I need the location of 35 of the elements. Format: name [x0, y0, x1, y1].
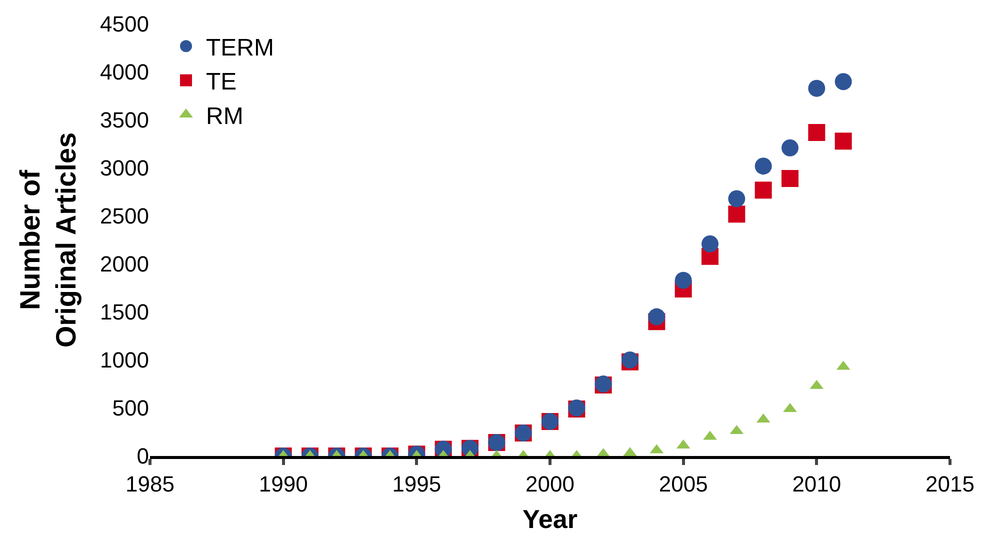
- x-tick-label: 1985: [126, 471, 174, 496]
- point: [782, 139, 798, 156]
- y-tick-label: 4000: [100, 60, 149, 85]
- x-tick-label: 2005: [658, 471, 708, 496]
- y-tick-label: 3500: [100, 108, 149, 133]
- y-tick-label: 0: [136, 444, 149, 469]
- point: [754, 158, 772, 175]
- x-tick-label: 2010: [792, 471, 842, 496]
- legend-label: TERM: [206, 34, 274, 62]
- y-axis-title: Number of Original Articles: [14, 132, 82, 348]
- point: [702, 235, 718, 252]
- point: [834, 73, 852, 90]
- y-tick-label: 1500: [100, 300, 149, 325]
- legend-label: TE: [206, 68, 237, 96]
- x-tick-label: 2015: [926, 471, 974, 496]
- x-axis-title: Year: [522, 504, 578, 534]
- point: [728, 206, 746, 223]
- point: [648, 308, 666, 326]
- y-tick-label: 4500: [100, 12, 149, 37]
- y-tick-label: 500: [112, 396, 149, 421]
- point: [782, 170, 798, 188]
- y-tick-label: 2000: [100, 252, 149, 277]
- y-tick-label: 1000: [100, 348, 149, 373]
- point: [808, 80, 826, 97]
- point: [674, 272, 692, 289]
- y-tick-label: 3000: [100, 156, 149, 181]
- legend-label: RM: [206, 102, 244, 130]
- point: [834, 132, 852, 150]
- y-tick-label: 2500: [100, 204, 149, 229]
- x-tick-label: 1990: [258, 471, 308, 496]
- point: [808, 124, 826, 141]
- point: [754, 182, 772, 199]
- point: [728, 190, 746, 208]
- x-tick-label: 1995: [392, 471, 442, 496]
- x-tick-label: 2000: [526, 471, 574, 496]
